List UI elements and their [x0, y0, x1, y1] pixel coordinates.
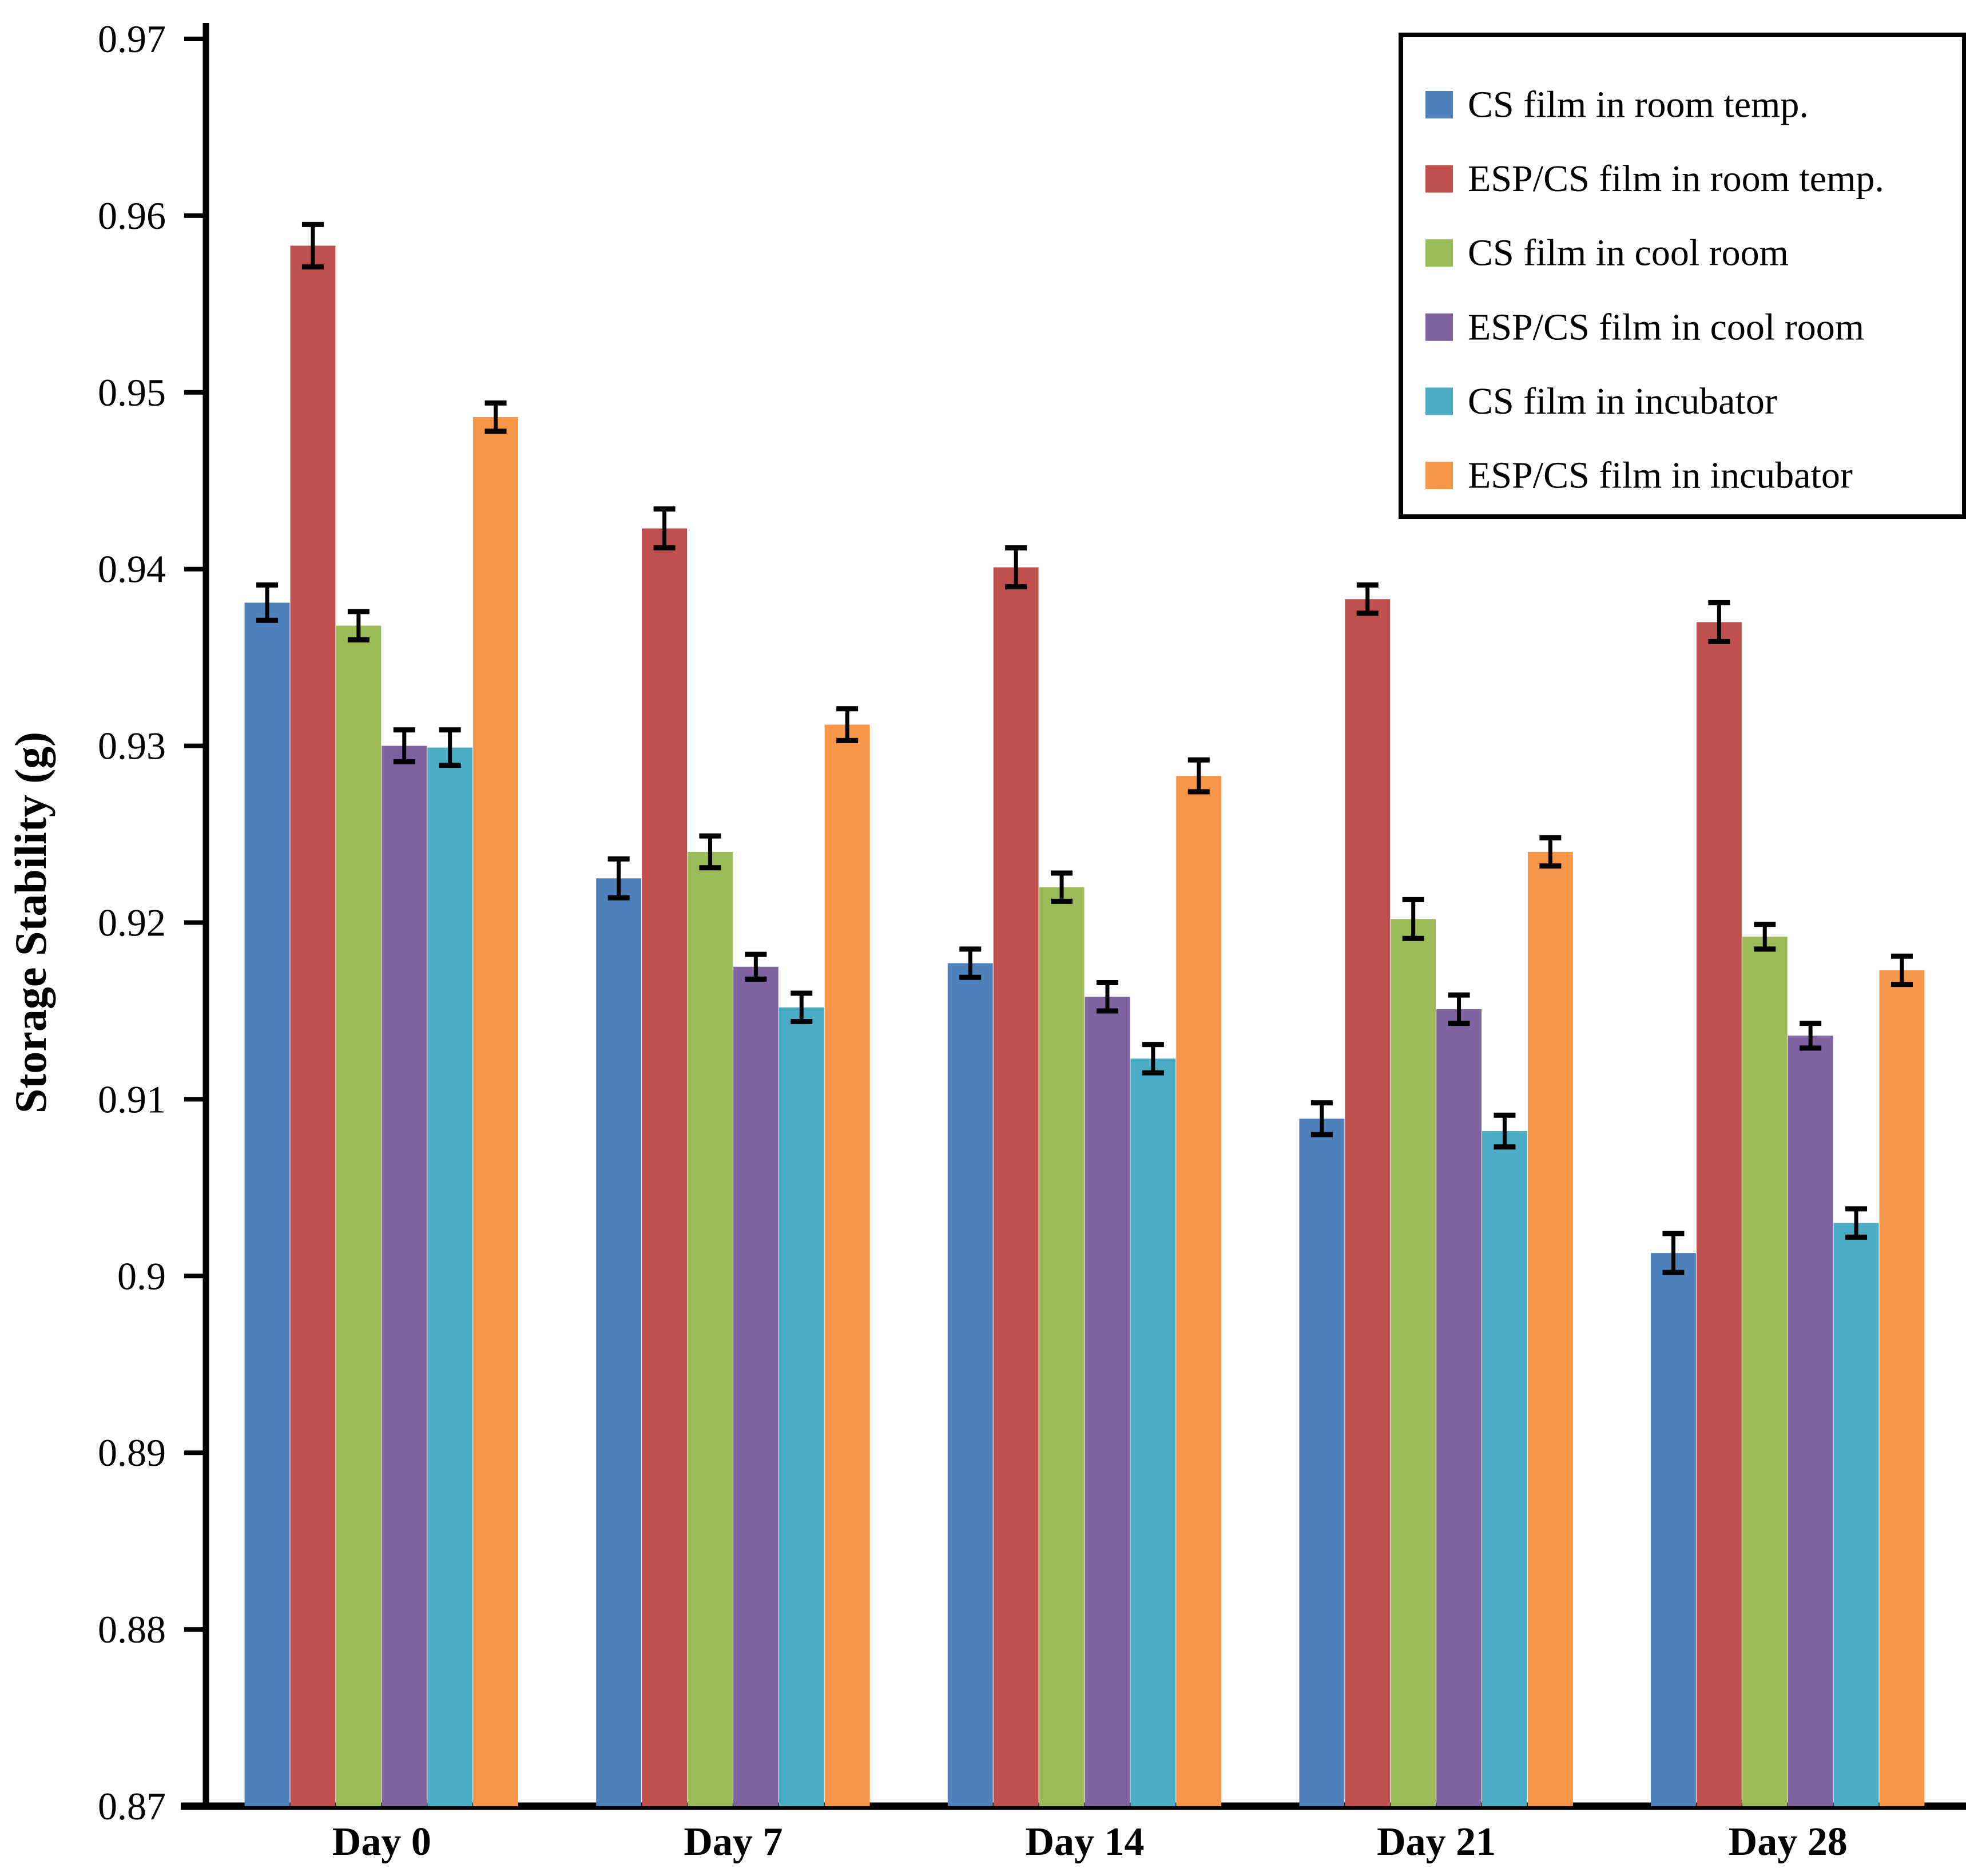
bar-Day7-s2	[642, 528, 688, 1806]
legend-swatch-icon	[1425, 462, 1453, 489]
y-tick-label: 0.97	[98, 17, 166, 61]
bar-Day21-s2	[1345, 599, 1391, 1807]
bar-Day28-s6	[1879, 970, 1925, 1806]
bar-Day28-s2	[1696, 622, 1742, 1806]
bar-Day21-s5	[1482, 1131, 1527, 1806]
y-tick-label: 0.92	[98, 901, 166, 945]
legend-swatch-icon	[1425, 165, 1453, 193]
bar-Day21-s1	[1299, 1119, 1345, 1806]
bar-Day0-s2	[290, 245, 336, 1806]
bar-Day7-s1	[596, 878, 642, 1806]
x-category-label: Day 21	[1377, 1820, 1496, 1864]
bar-Day14-s1	[947, 963, 993, 1806]
legend-item-label: ESP/CS film in cool room	[1468, 306, 1864, 348]
bar-Day0-s6	[473, 417, 518, 1807]
bar-Day28-s1	[1651, 1253, 1696, 1806]
bar-Day28-s3	[1742, 937, 1788, 1806]
legend-item-label: CS film in room temp.	[1468, 84, 1809, 126]
legend-item-label: CS film in incubator	[1468, 380, 1777, 422]
y-tick-label: 0.87	[98, 1784, 166, 1828]
y-tick-label: 0.96	[98, 194, 166, 237]
y-tick-label: 0.95	[98, 371, 166, 414]
bar-Day14-s2	[993, 567, 1039, 1806]
bar-Day14-s5	[1130, 1058, 1176, 1806]
legend-item-label: ESP/CS film in room temp.	[1468, 158, 1884, 200]
bar-Day7-s4	[733, 966, 779, 1806]
legend-swatch-icon	[1425, 387, 1453, 415]
legend-item-label: CS film in cool room	[1468, 232, 1789, 274]
y-tick-label: 0.93	[98, 724, 166, 768]
bar-Day21-s4	[1436, 1009, 1482, 1806]
x-category-label: Day 0	[332, 1820, 431, 1864]
legend-swatch-icon	[1425, 239, 1453, 267]
x-category-label: Day 28	[1729, 1820, 1848, 1864]
bar-Day7-s6	[824, 724, 870, 1806]
y-tick-label: 0.88	[98, 1608, 166, 1651]
bar-Day0-s1	[244, 602, 290, 1806]
bar-Day7-s5	[779, 1007, 824, 1806]
bar-Day21-s3	[1391, 919, 1436, 1806]
legend-item-label: ESP/CS film in incubator	[1468, 455, 1853, 497]
bar-Day14-s6	[1176, 776, 1222, 1806]
bar-Day0-s5	[427, 747, 473, 1806]
y-tick-label: 0.9	[117, 1254, 166, 1298]
x-category-label: Day 7	[684, 1820, 783, 1864]
bar-Day28-s4	[1788, 1036, 1833, 1806]
bar-Day7-s3	[688, 851, 733, 1806]
y-axis-title: Storage Stability (g)	[6, 732, 55, 1113]
y-tick-label: 0.94	[98, 548, 166, 591]
bar-Day21-s6	[1527, 851, 1573, 1806]
legend-swatch-icon	[1425, 91, 1453, 118]
bar-Day14-s3	[1039, 887, 1085, 1806]
x-category-label: Day 14	[1025, 1820, 1144, 1864]
y-tick-label: 0.89	[98, 1431, 166, 1474]
y-tick-label: 0.91	[98, 1077, 166, 1121]
legend-swatch-icon	[1425, 313, 1453, 341]
bar-Day0-s3	[336, 625, 382, 1807]
bar-Day14-s4	[1085, 997, 1130, 1806]
bar-Day28-s5	[1833, 1223, 1879, 1806]
bar-Day0-s4	[382, 745, 427, 1806]
legend-box	[1399, 33, 1966, 519]
